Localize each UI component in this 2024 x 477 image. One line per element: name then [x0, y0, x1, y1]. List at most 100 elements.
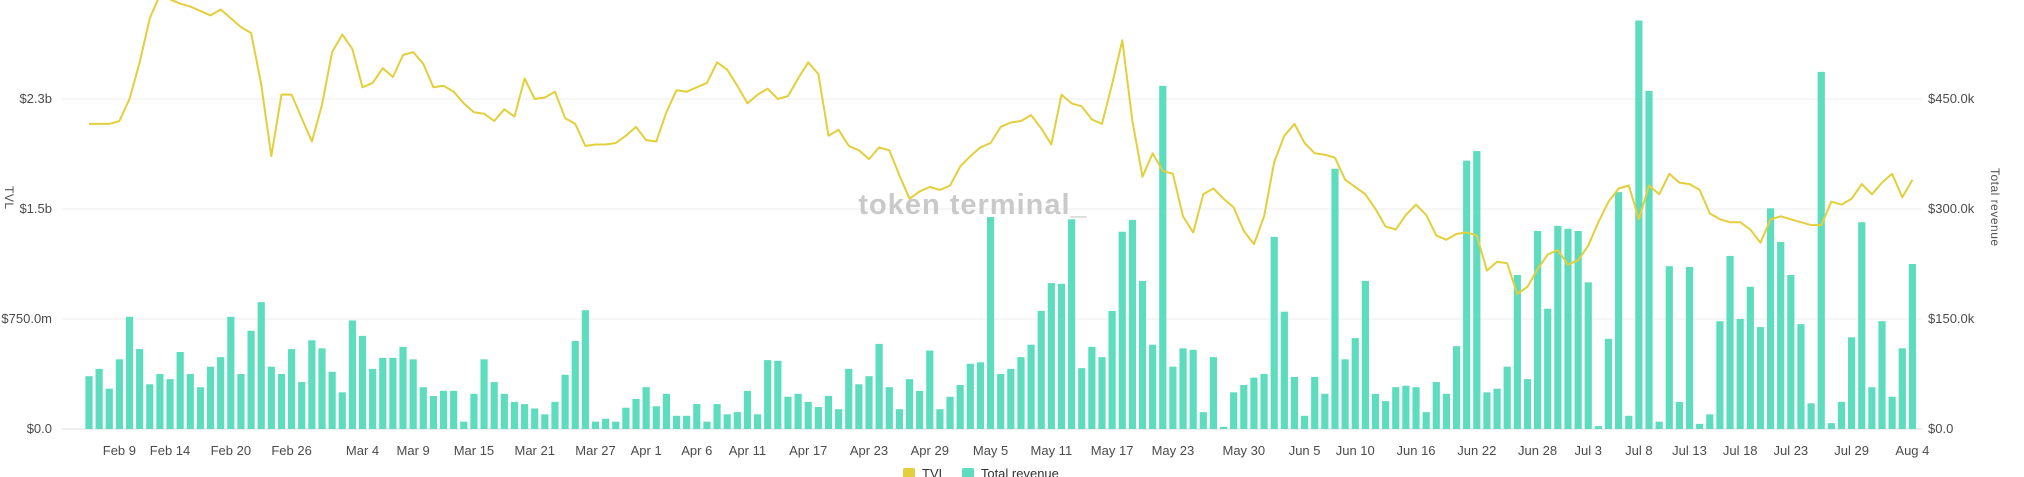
revenue-bar[interactable] [1797, 324, 1805, 429]
revenue-bar[interactable] [1554, 225, 1562, 429]
revenue-bar[interactable] [95, 368, 103, 429]
revenue-bar[interactable] [1615, 192, 1623, 429]
revenue-bar[interactable] [1817, 71, 1825, 430]
revenue-bar[interactable] [1088, 346, 1096, 429]
revenue-bar[interactable] [916, 390, 924, 429]
revenue-bar[interactable] [288, 349, 296, 429]
revenue-bar[interactable] [1908, 264, 1916, 429]
revenue-bar[interactable] [531, 408, 539, 429]
revenue-bar[interactable] [976, 362, 985, 429]
revenue-bar[interactable] [1706, 414, 1714, 429]
revenue-bar[interactable] [1432, 382, 1440, 429]
revenue-bar[interactable] [1392, 387, 1400, 429]
revenue-bar[interactable] [784, 396, 792, 429]
revenue-bar[interactable] [520, 404, 529, 429]
revenue-bar[interactable] [662, 393, 671, 429]
revenue-bar[interactable] [1270, 236, 1278, 429]
revenue-bar[interactable] [1412, 387, 1420, 429]
revenue-bar[interactable] [956, 385, 964, 429]
revenue-bar[interactable] [267, 366, 275, 429]
revenue-bar[interactable] [1888, 396, 1896, 429]
revenue-bar[interactable] [936, 409, 944, 429]
revenue-bar[interactable] [1827, 423, 1835, 429]
revenue-bar[interactable] [1493, 388, 1501, 429]
revenue-bar[interactable] [196, 387, 205, 429]
revenue-bar[interactable] [1574, 231, 1582, 429]
revenue-bar[interactable] [814, 407, 822, 429]
revenue-bar[interactable] [1422, 412, 1430, 429]
revenue-bar[interactable] [743, 390, 752, 429]
revenue-bar[interactable] [1777, 242, 1785, 429]
revenue-bar[interactable] [1442, 393, 1451, 429]
revenue-bar[interactable] [804, 401, 812, 429]
revenue-bar[interactable] [824, 396, 833, 429]
revenue-bar[interactable] [1027, 344, 1035, 429]
revenue-bar[interactable] [1564, 228, 1572, 429]
revenue-bar[interactable] [1280, 311, 1288, 429]
revenue-bar[interactable] [683, 415, 691, 429]
revenue-bar[interactable] [1098, 357, 1106, 429]
revenue-bar[interactable] [885, 387, 893, 429]
revenue-bar[interactable] [277, 374, 286, 429]
revenue-bar[interactable] [581, 310, 589, 429]
revenue-bar[interactable] [105, 388, 113, 429]
revenue-bar[interactable] [1878, 321, 1886, 429]
revenue-bar[interactable] [672, 415, 681, 429]
revenue-bar[interactable] [399, 346, 407, 429]
revenue-bar[interactable] [602, 418, 610, 429]
revenue-bar[interactable] [1037, 310, 1045, 429]
revenue-bar[interactable] [591, 421, 600, 429]
revenue-bar[interactable] [146, 384, 154, 429]
revenue-bar[interactable] [855, 384, 863, 429]
revenue-bar[interactable] [480, 359, 488, 429]
revenue-bar[interactable] [774, 360, 782, 429]
revenue-bar[interactable] [247, 330, 255, 429]
revenue-bar[interactable] [1604, 338, 1613, 429]
revenue-bar[interactable] [1240, 385, 1248, 429]
revenue-bar[interactable] [1078, 368, 1086, 429]
revenue-bar[interactable] [1311, 376, 1319, 429]
revenue-bar[interactable] [1260, 374, 1268, 429]
revenue-bar[interactable] [338, 392, 346, 429]
revenue-bar[interactable] [429, 396, 438, 429]
revenue-bar[interactable] [450, 390, 458, 429]
revenue-bar[interactable] [1047, 283, 1055, 429]
revenue-bar[interactable] [703, 421, 711, 429]
revenue-bar[interactable] [905, 379, 914, 429]
revenue-bar[interactable] [632, 398, 640, 429]
revenue-bar[interactable] [723, 414, 731, 429]
revenue-bar[interactable] [1594, 426, 1602, 429]
revenue-bar[interactable] [1290, 376, 1299, 429]
revenue-bar[interactable] [348, 320, 356, 429]
revenue-bar[interactable] [1544, 308, 1552, 429]
revenue-bar[interactable] [1057, 283, 1066, 429]
revenue-bar[interactable] [328, 371, 336, 429]
revenue-bar[interactable] [753, 414, 762, 429]
revenue-bar[interactable] [125, 316, 134, 429]
revenue-bar[interactable] [1402, 385, 1410, 429]
revenue-bar[interactable] [845, 368, 853, 429]
revenue-bar[interactable] [1068, 219, 1076, 429]
revenue-bar[interactable] [176, 352, 184, 429]
revenue-bar[interactable] [571, 341, 579, 429]
revenue-bar[interactable] [1756, 327, 1765, 429]
revenue-bar[interactable] [1645, 90, 1653, 430]
revenue-bar[interactable] [997, 374, 1005, 429]
revenue-bar[interactable] [1382, 401, 1390, 429]
revenue-bar[interactable] [389, 357, 397, 429]
revenue-bar[interactable] [1301, 415, 1309, 429]
revenue-bar[interactable] [318, 348, 326, 429]
revenue-bar[interactable] [206, 366, 215, 429]
revenue-bar[interactable] [1351, 338, 1359, 429]
revenue-bar[interactable] [156, 374, 164, 429]
revenue-bar[interactable] [1584, 282, 1592, 429]
revenue-bar[interactable] [1483, 392, 1491, 429]
revenue-bar[interactable] [298, 382, 306, 429]
revenue-bar[interactable] [1189, 349, 1197, 429]
revenue-bar[interactable] [895, 409, 903, 429]
revenue-bar[interactable] [1898, 348, 1906, 429]
revenue-bar[interactable] [166, 379, 174, 429]
revenue-bar[interactable] [1868, 387, 1876, 429]
revenue-bar[interactable] [1230, 392, 1238, 429]
